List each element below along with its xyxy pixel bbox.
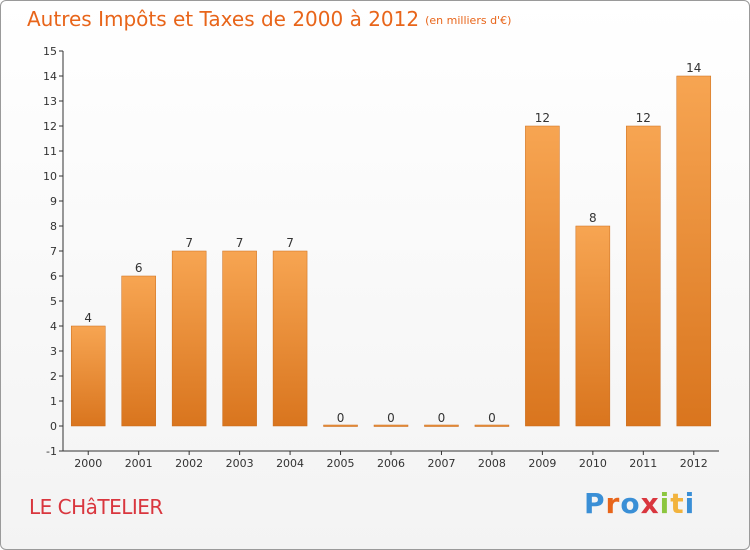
y-tick-label: 6 (50, 270, 57, 283)
x-tick-label-2001: 2001 (125, 457, 153, 470)
logo-letter: t (670, 487, 685, 520)
y-tick-label: 3 (50, 345, 57, 358)
x-tick-label-2011: 2011 (629, 457, 657, 470)
y-tick-label: 8 (50, 220, 57, 233)
y-tick-label: 0 (50, 420, 57, 433)
x-tick-label-2008: 2008 (478, 457, 506, 470)
y-tick-label: 9 (50, 195, 57, 208)
y-tick-label: 10 (43, 170, 57, 183)
y-tick-label: 15 (43, 45, 57, 58)
x-tick-label-2006: 2006 (377, 457, 405, 470)
x-tick-label-2012: 2012 (680, 457, 708, 470)
data-label-2000: 4 (84, 311, 92, 325)
logo-letter: P (584, 487, 606, 520)
y-tick-label: -1 (46, 445, 57, 458)
data-label-2001: 6 (135, 261, 143, 275)
bar-2005 (323, 424, 358, 427)
logo-letter: r (605, 487, 621, 520)
data-label-2007: 0 (438, 411, 446, 425)
bar-2007 (424, 424, 459, 427)
data-label-2006: 0 (387, 411, 395, 425)
x-tick-label-2004: 2004 (276, 457, 304, 470)
data-label-2005: 0 (337, 411, 345, 425)
bar-2008 (474, 424, 510, 427)
logo-letter: i (684, 487, 696, 520)
bar-2004 (272, 250, 308, 427)
data-label-2003: 7 (236, 236, 244, 250)
bar-2001 (121, 275, 156, 427)
bar-2009 (525, 125, 560, 427)
logo-letter: i (659, 487, 671, 520)
x-tick-label-2005: 2005 (327, 457, 355, 470)
bar-2002 (171, 250, 207, 427)
y-tick-label: 7 (50, 245, 57, 258)
commune-name: LE CHâTELIER (29, 495, 163, 519)
x-tick-label-2007: 2007 (427, 457, 455, 470)
bar-2011 (626, 125, 661, 427)
data-label-2012: 14 (686, 61, 701, 75)
y-tick-label: 1 (50, 395, 57, 408)
y-tick-label: 4 (50, 320, 57, 333)
data-label-2010: 8 (589, 211, 597, 225)
y-tick-label: 14 (43, 70, 57, 83)
x-tick-label-2000: 2000 (74, 457, 102, 470)
data-label-2002: 7 (185, 236, 193, 250)
data-label-2011: 12 (636, 111, 651, 125)
y-tick-label: 11 (43, 145, 57, 158)
logo-letter: o (620, 487, 641, 520)
chart-title-text: Autres Impôts et Taxes de 2000 à 2012 (27, 7, 420, 31)
chart-unit: (en milliers d'€) (425, 14, 512, 27)
x-tick-label-2009: 2009 (528, 457, 556, 470)
x-tick-label-2002: 2002 (175, 457, 203, 470)
chart-bars: 4 6 7 7 7 0 0 0 0 12 8 12 14 (70, 61, 712, 427)
y-tick-label: 2 (50, 370, 57, 383)
y-tick-label: 5 (50, 295, 57, 308)
bar-2006 (373, 424, 409, 427)
bar-2000 (70, 325, 106, 427)
proxiti-logo: Proxiti (584, 487, 695, 520)
data-label-2008: 0 (488, 411, 496, 425)
bar-2012 (676, 75, 712, 427)
bar-2010 (575, 225, 611, 427)
data-label-2004: 7 (286, 236, 294, 250)
y-tick-label: 13 (43, 95, 57, 108)
bar-2003 (222, 250, 257, 427)
data-label-2009: 12 (535, 111, 550, 125)
logo-letter: x (640, 487, 660, 520)
y-tick-label: 12 (43, 120, 57, 133)
x-tick-label-2003: 2003 (226, 457, 254, 470)
x-tick-label-2010: 2010 (579, 457, 607, 470)
chart-title: Autres Impôts et Taxes de 2000 à 2012 (en… (27, 7, 511, 31)
